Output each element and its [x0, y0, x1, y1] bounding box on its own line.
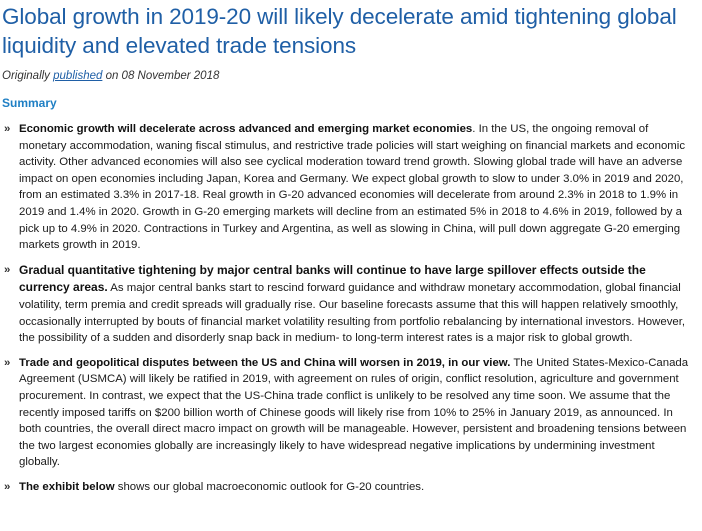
summary-item-tightening: » Gradual quantitative tightening by maj…	[2, 262, 698, 347]
item-text: As major central banks start to rescind …	[19, 282, 686, 345]
summary-item-trade: » Trade and geopolitical disputes betwee…	[2, 355, 698, 471]
item-lead: The exhibit below	[19, 480, 115, 493]
published-link[interactable]: published	[53, 70, 103, 82]
item-text: The United States-Mexico-Canada Agreemen…	[19, 356, 689, 469]
summary-list: » Economic growth will decelerate across…	[2, 121, 698, 495]
item-lead: Trade and geopolitical disputes between …	[19, 356, 511, 369]
byline-date: on 08 November 2018	[102, 70, 220, 82]
byline-prefix: Originally	[2, 70, 54, 82]
byline: Originally published on 08 November 2018	[2, 69, 698, 84]
bullet-icon: »	[4, 263, 11, 276]
item-lead: Economic growth will decelerate across a…	[19, 123, 473, 135]
summary-heading: Summary	[2, 96, 57, 110]
bullet-icon: »	[4, 123, 11, 135]
summary-item-exhibit: » The exhibit below shows our global mac…	[2, 479, 698, 496]
bullet-icon: »	[4, 356, 11, 369]
item-text: . In the US, the ongoing removal of mone…	[19, 123, 686, 252]
item-lead: Gradual quantitative tightening by major…	[19, 262, 646, 295]
summary-item-growth: » Economic growth will decelerate across…	[2, 121, 698, 254]
bullet-icon: »	[4, 480, 11, 493]
article-title: Global growth in 2019-20 will likely dec…	[2, 4, 677, 58]
item-text: shows our global macroeconomic outlook f…	[114, 480, 425, 493]
